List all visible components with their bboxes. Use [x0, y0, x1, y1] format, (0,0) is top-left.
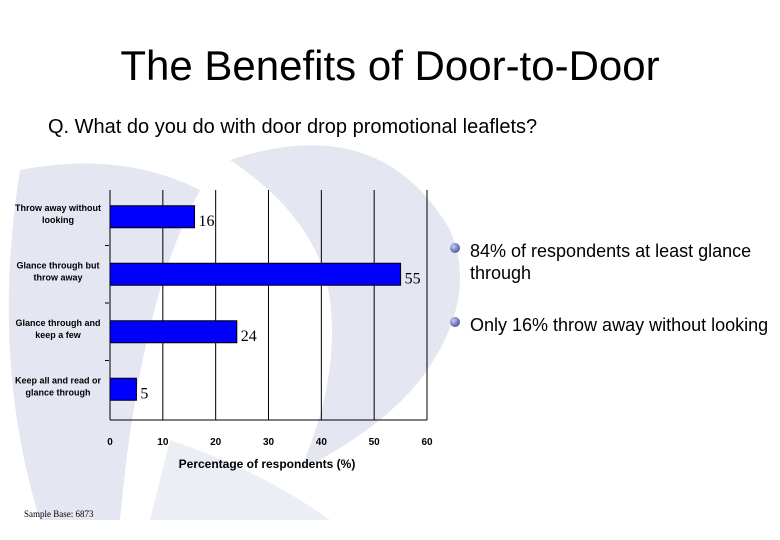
sample-base-note: Sample Base: 6873 [24, 509, 94, 519]
bullet-text: Only 16% throw away without looking [470, 315, 769, 335]
bullet-icon [450, 243, 460, 253]
x-tick-label: 0 [107, 437, 113, 448]
category-label: glance through [26, 387, 91, 397]
bar [109, 205, 196, 229]
x-tick-label: 50 [369, 437, 381, 448]
key-findings: 84% of respondents at least glance throu… [450, 240, 770, 366]
bar-chart: 16 Throw away without looking 55 Glance thro… [15, 190, 433, 471]
slide-title: The Benefits of Door-to-Door [120, 42, 660, 89]
bar [109, 377, 137, 401]
category-label: keep a few [35, 330, 82, 340]
x-tick-label: 30 [263, 437, 275, 448]
bar [109, 262, 402, 286]
x-tick-label: 40 [316, 437, 328, 448]
category-label: throw away [33, 272, 82, 282]
x-tick-label: 60 [421, 437, 433, 448]
category-label: Throw away without [15, 203, 101, 213]
x-tick-label: 10 [157, 437, 169, 448]
data-label: 55 [405, 270, 421, 287]
bullet-item: Only 16% throw away without looking [450, 314, 770, 336]
category-label: Keep all and read or [15, 375, 102, 385]
bar [109, 320, 238, 344]
x-axis-title: Percentage of respondents (%) [179, 457, 356, 471]
bullet-icon [450, 317, 460, 327]
survey-question: Q. What do you do with door drop promoti… [48, 116, 538, 138]
data-label: 5 [140, 385, 148, 402]
bullet-text: 84% of respondents at least glance throu… [470, 241, 752, 283]
data-label: 16 [199, 213, 215, 230]
bullet-item: 84% of respondents at least glance throu… [450, 240, 770, 284]
category-label: looking [42, 215, 74, 225]
category-label: Glance through but [17, 260, 100, 270]
category-label: Glance through and [15, 318, 100, 328]
x-tick-label: 20 [210, 437, 222, 448]
data-label: 24 [241, 328, 257, 345]
